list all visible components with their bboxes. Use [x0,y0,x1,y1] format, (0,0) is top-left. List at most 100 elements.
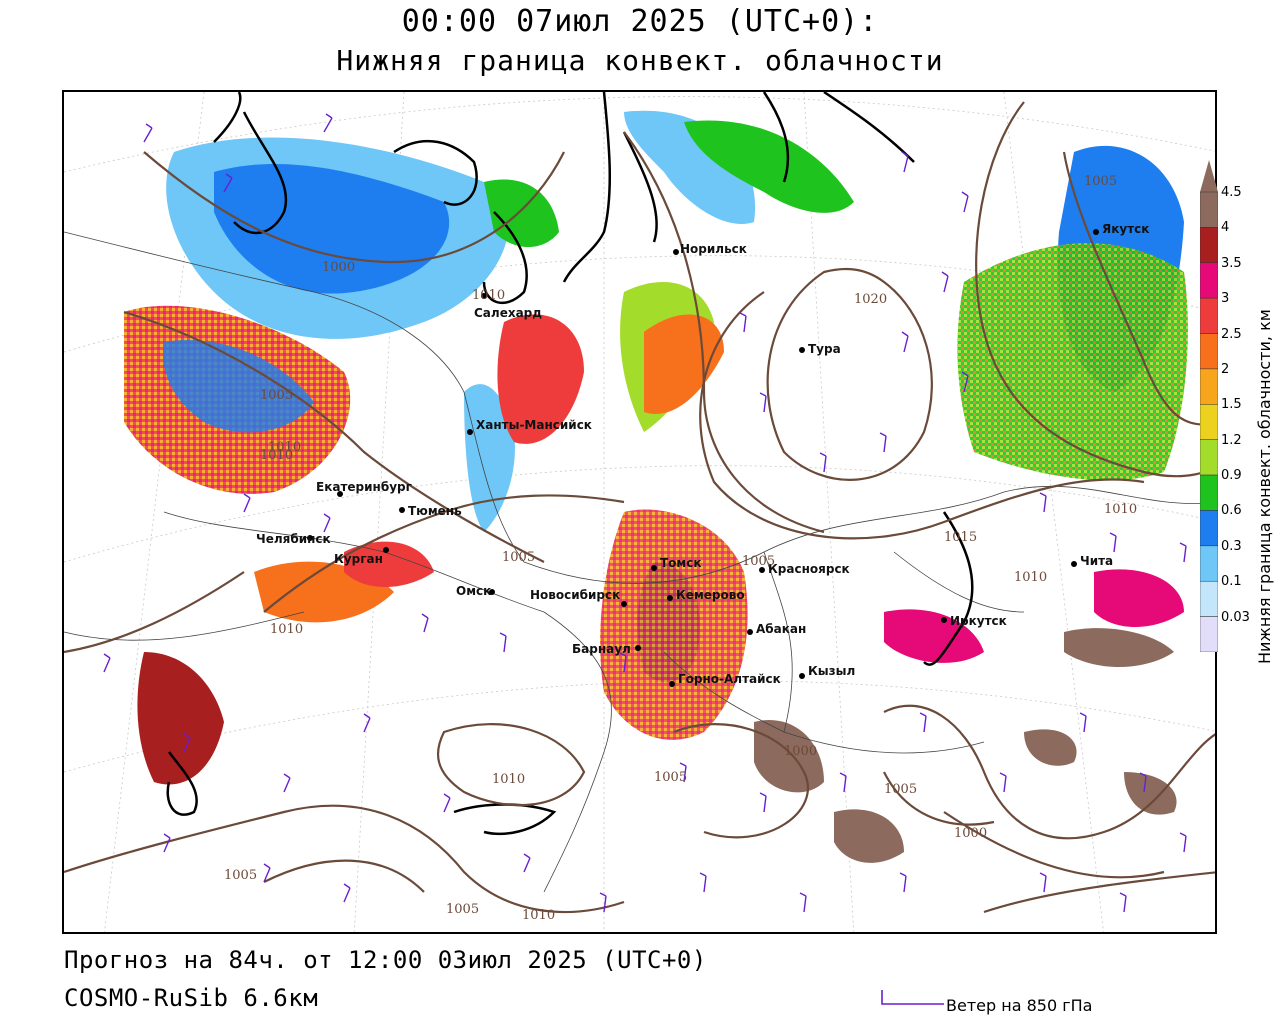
legend-swatch [1200,227,1218,264]
isobar-label: 1010 [268,440,302,455]
isobar-label: 1000 [784,744,818,759]
city-label-ekaterinburg: Екатеринбург [316,480,412,494]
legend-swatch [1200,474,1218,511]
city-label-novosibirsk: Новосибирск [530,588,621,602]
map-title: 00:00 07июл 2025 (UTC+0): [401,4,879,39]
city-label-khanty-mansiysk: Ханты-Мансийск [476,418,592,432]
legend-tick-label: 0.6 [1221,503,1242,519]
city-label-kyzyl: Кызыл [808,664,856,678]
city-marker [635,645,641,651]
isobar-label: 1010 [1014,570,1048,585]
city-marker [651,565,657,571]
city-marker [759,567,765,573]
legend-swatch [1200,545,1218,582]
wind-legend-label: Ветер на 850 гПа [946,996,1093,1015]
wind-legend-icon [881,990,944,1005]
city-label-tura: Тура [808,342,841,356]
legend-swatch [1200,616,1218,652]
legend-swatch [1200,297,1218,334]
city-label-kurgan: Курган [334,552,383,566]
city-marker [1093,229,1099,235]
city-marker [747,629,753,635]
legend-tick-label: 2.5 [1221,326,1242,342]
map-canvas [64,92,1215,932]
cloud-field-mid [484,120,1188,481]
cloud-field-high [124,305,1184,785]
isobar-label: 1010 [260,448,294,463]
city-label-barnaul: Барнаул [572,642,631,656]
legend-tick-label: 0.3 [1221,538,1242,554]
map-subtitle: Нижняя граница конвект. облачности [336,44,944,77]
city-label-irkutsk: Иркутск [950,614,1007,628]
city-marker [799,673,805,679]
city-marker [383,547,389,553]
isobar-label: 1005 [260,388,294,403]
city-marker [481,293,487,299]
isobar-label: 1010 [492,772,526,787]
city-label-chelyabinsk: Челябинск [256,532,331,546]
city-marker [669,681,675,687]
legend-swatch [1200,580,1218,617]
isobar-label: 1020 [854,292,888,307]
legend-swatch [1200,262,1218,299]
city-marker [399,507,405,513]
legend-tick-label: 3.5 [1221,255,1242,271]
city-label-kemerovo: Кемерово [676,588,745,602]
city-label-norilsk: Норильск [680,242,747,256]
city-marker [673,249,679,255]
isobar-label: 1015 [944,530,978,545]
city-label-chita: Чита [1080,554,1114,568]
city-label-krasnoyarsk: Красноярск [768,562,850,576]
city-marker [307,535,313,541]
isobar-label: 1005 [224,868,258,883]
model-name: COSMO-RuSib 6.6км [64,984,319,1012]
city-label-yakutsk: Якутск [1102,222,1150,236]
isobar-label: 1005 [884,782,918,797]
isobar-label: 1010 [522,908,556,923]
isobar-label: 1005 [502,550,536,565]
isobar-label: 1010 [472,288,506,303]
city-label-abakan: Абакан [756,622,807,636]
city-marker [467,429,473,435]
city-label-tyumen: Тюмень [408,504,462,518]
isobars [64,101,1215,914]
isobar-label: 1005 [654,770,688,785]
legend-title: Нижняя граница конвект. облачности, км [1255,309,1274,664]
legend-tick-label: 4.5 [1221,185,1242,200]
legend-swatch [1200,439,1218,476]
city-marker [337,491,343,497]
legend-swatch [1200,333,1218,370]
legend-swatch [1200,510,1218,547]
wind-barbs [103,113,1187,913]
legend-swatch [1200,404,1218,440]
cloud-field-highest [754,628,1177,863]
isobar-label: 1010 [1104,502,1138,517]
isobar-label: 1005 [742,554,776,569]
legend-tick-label: 2 [1221,361,1230,377]
legend-tick-label: 1.5 [1221,397,1242,413]
forecast-info: Прогноз на 84ч. от 12:00 03июл 2025 (UTC… [64,946,707,974]
city-marker [1071,561,1077,567]
legend-tick-label: 4 [1221,220,1230,236]
legend-swatch [1200,368,1218,405]
city-marker [799,347,805,353]
legend-tick-label: 0.9 [1221,468,1242,484]
city-marker [489,589,495,595]
isobar-label: 1010 [270,622,304,637]
legend-tick-label: 0.1 [1221,574,1242,590]
isobar-label: 1000 [322,260,356,275]
legend-tick-label: 1.2 [1221,432,1242,448]
legend-swatch [1200,191,1218,228]
city-marker [941,617,947,623]
isobar-label: 1005 [1084,174,1118,189]
color-legend [1200,160,1218,652]
city-label-gorno-altaysk: Горно-Алтайск [678,672,781,686]
forecast-map: Салехард Норильск Тура Якутск Ханты-Манс… [62,90,1217,934]
legend-tick-label: 3 [1221,291,1230,307]
city-marker [621,601,627,607]
legend-cap [1200,160,1218,192]
city-label-salekhard: Салехард [474,306,542,320]
isobar-label: 1005 [446,902,480,917]
city-label-omsk: Омск [456,584,492,598]
city-marker [667,595,673,601]
